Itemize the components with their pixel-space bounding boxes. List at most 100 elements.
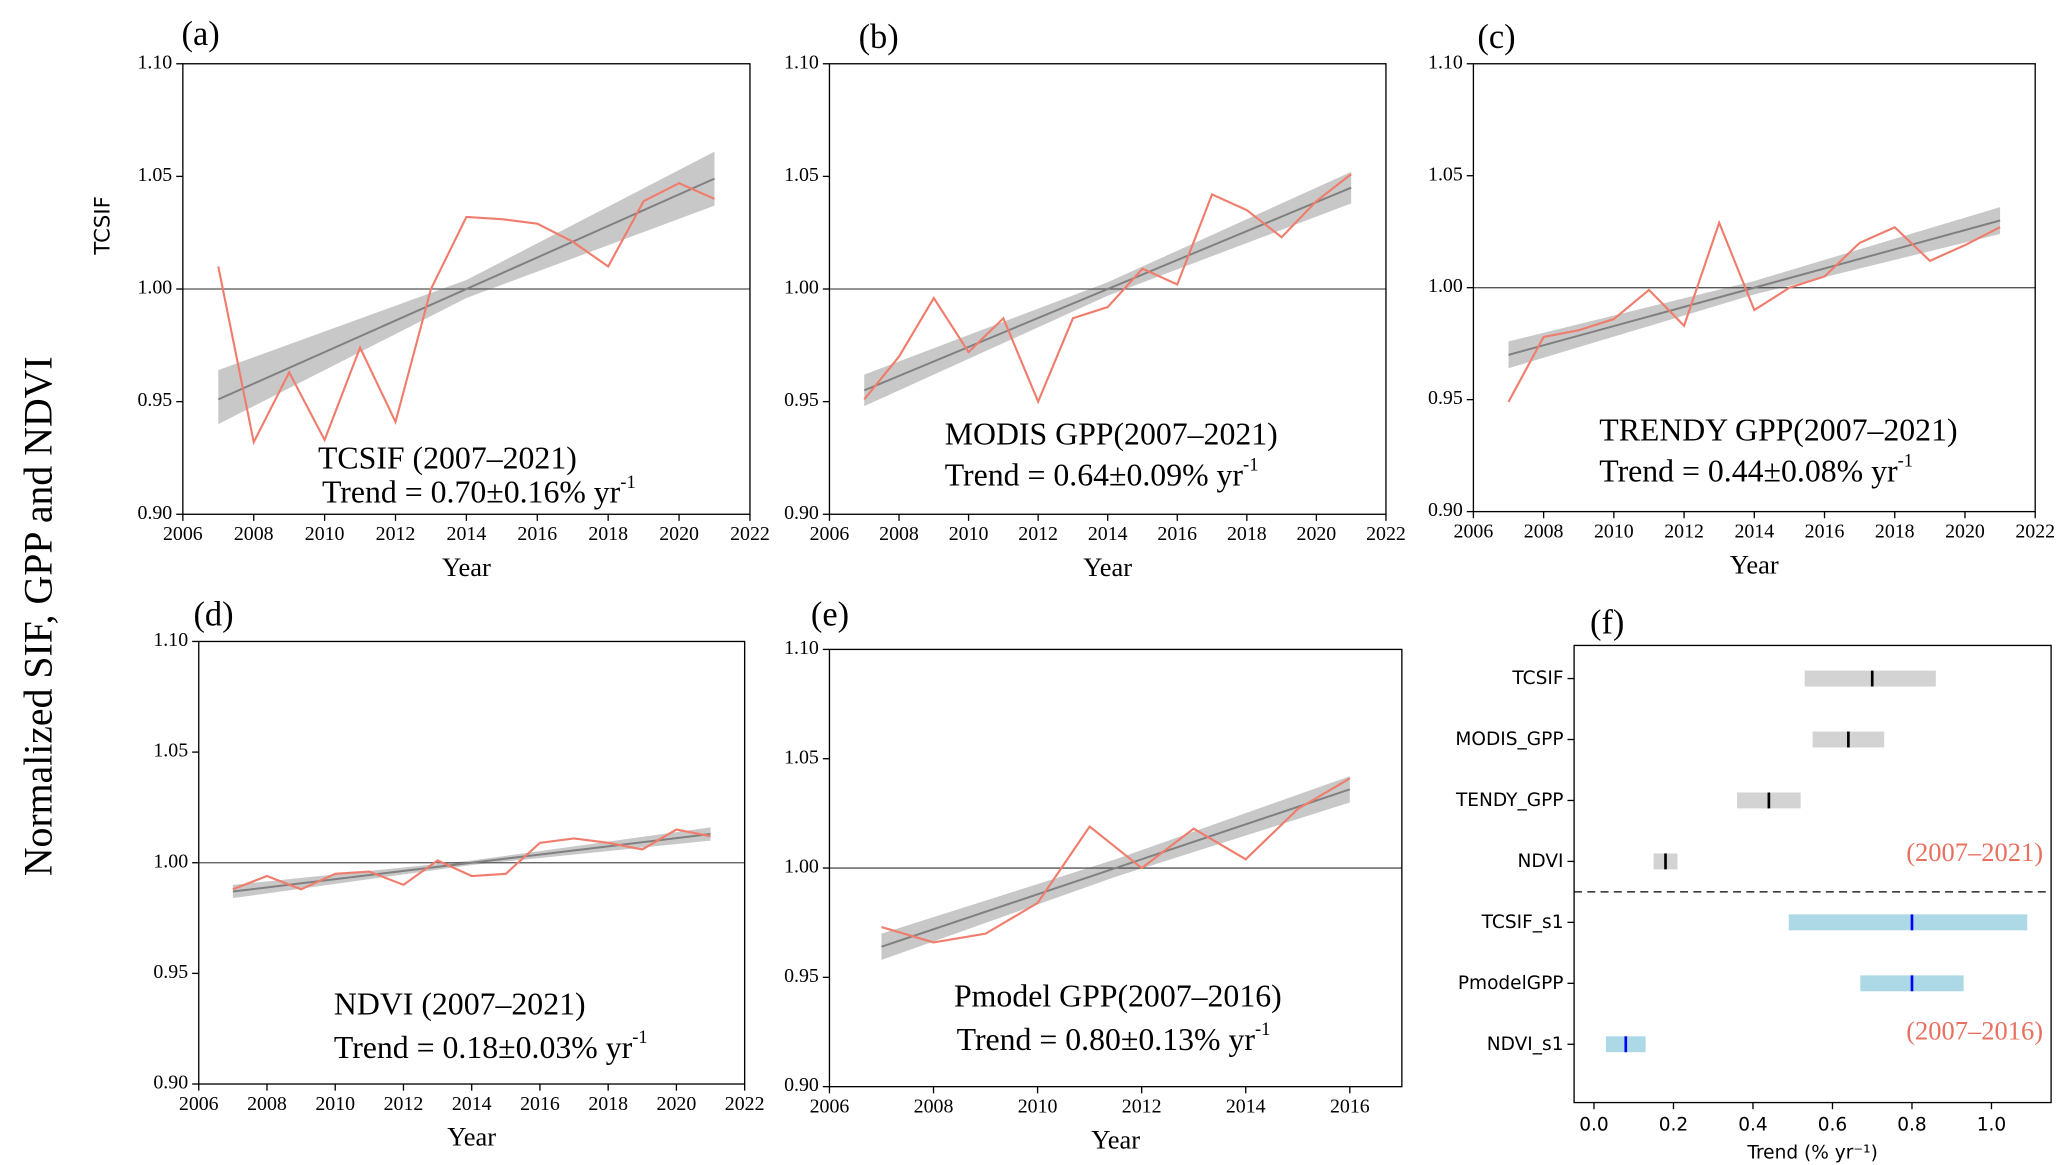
x-tick-label: 2016: [1330, 1095, 1370, 1117]
y-tick-label: 1.05: [1428, 163, 1463, 185]
annotation: TRENDY GPP(2007–2021): [1599, 413, 1957, 448]
x-tick-label: 2012: [384, 1093, 424, 1115]
x-tick-label: 2018: [588, 523, 628, 545]
data-line: [1507, 219, 2001, 403]
x-tick-label: 2018: [1227, 523, 1267, 545]
x-tick-label: 2012: [1018, 523, 1058, 545]
x-tick-label: 2010: [1594, 520, 1634, 542]
annotation-superscript: -1: [1243, 455, 1258, 476]
trend-line: [1508, 219, 2001, 356]
category-label: TCSIF_s1: [1481, 912, 1564, 933]
x-tick-label: 2010: [949, 523, 989, 545]
x-tick-label: 2016: [517, 523, 557, 545]
y-tick-label: 0.95: [153, 961, 188, 983]
annotation-text: Trend = 0.80±0.13% yr: [957, 1022, 1256, 1057]
y-tick-label: 1.05: [153, 740, 188, 762]
x-tick-label: 0.8: [1897, 1115, 1927, 1136]
panel: (f) TCSIF MODIS_GPP TENDY_GPP NDVI TCSIF_s1 (2…: [1455, 603, 2052, 1163]
y-tick-label: 1.05: [784, 164, 819, 186]
x-tick-label: 2014: [1226, 1095, 1266, 1117]
y-tick-label: 1.10: [137, 51, 172, 73]
annotation: Trend = 0.70±0.16% yr-1: [322, 472, 636, 510]
category-label: MODIS_GPP: [1455, 729, 1563, 750]
x-tick-label: 0.4: [1738, 1115, 1768, 1136]
x-tick-label: 2022: [730, 523, 770, 545]
category-label: PmodelGPP: [1458, 973, 1564, 994]
panel-label: (a): [182, 15, 220, 53]
x-tick-label: 2018: [1875, 520, 1915, 542]
x-tick-label: 2014: [1088, 523, 1128, 545]
x-tick-label: 2020: [1945, 520, 1985, 542]
x-tick-label: 2012: [1664, 520, 1704, 542]
panel-label: (b): [859, 18, 899, 56]
panel-label: (e): [811, 596, 849, 634]
annotation: Trend = 0.64±0.09% yr-1: [945, 455, 1259, 493]
x-tick-label: 2010: [305, 523, 345, 545]
y-tick-label: 0.95: [784, 965, 819, 987]
category-label: NDVI: [1517, 851, 1563, 872]
y-tick-label: 1.05: [137, 164, 172, 186]
data-line: [881, 777, 1351, 944]
y-tick-label: 1.00: [137, 277, 172, 299]
annotation: Trend = 0.44±0.08% yr-1: [1599, 451, 1913, 489]
y-tick-label: 1.00: [153, 850, 188, 872]
panel: (b) 0.90 0.95 1.00 1.05 1.10 2006 2008 2010 2012 2…: [784, 18, 1406, 582]
panel: (a) 0.90 0.95 1.00 1.05 1.10 2006 2008 2010 2012 2…: [89, 15, 769, 582]
x-tick-label: 2022: [1366, 523, 1406, 545]
panel-label: (d): [193, 596, 233, 634]
x-tick-label: 2020: [659, 523, 699, 545]
x-tick-label: 2006: [810, 1095, 850, 1117]
x-tick-label: 2016: [1157, 523, 1197, 545]
confidence-band: [218, 151, 715, 425]
trend-line: [863, 186, 1352, 392]
x-tick-label: 2006: [810, 523, 850, 545]
panel: (d) 0.90 0.95 1.00 1.05 1.10 2006 2008 2010 2012 2…: [153, 596, 764, 1152]
x-tick-label: 2014: [452, 1093, 492, 1115]
annotation-superscript: -1: [1255, 1019, 1270, 1040]
annotation: Trend = 0.18±0.03% yr-1: [334, 1027, 648, 1065]
annotation-superscript: -1: [620, 472, 635, 493]
period-annotation: (2007–2021): [1906, 837, 2043, 867]
y-tick-label: 0.90: [784, 502, 819, 524]
y-tick-label: 1.00: [1428, 275, 1463, 297]
figure-y-label: Normalized SIF, GPP and NDVI: [17, 356, 61, 876]
category-label: TENDY_GPP: [1455, 790, 1564, 811]
x-tick-label: 2020: [1297, 523, 1337, 545]
annotation: Trend = 0.80±0.13% yr-1: [957, 1019, 1271, 1057]
x-tick-label: 2012: [376, 523, 416, 545]
y-tick-label: 1.10: [153, 629, 188, 651]
x-axis-label: Year: [1730, 549, 1779, 579]
x-tick-label: 2012: [1122, 1095, 1162, 1117]
x-axis-label: Year: [1091, 1124, 1140, 1154]
category-label: TCSIF: [1511, 668, 1563, 689]
x-tick-label: 1.0: [1977, 1115, 2007, 1136]
annotation-text: Trend = 0.18±0.03% yr: [334, 1030, 633, 1065]
x-tick-label: 2008: [1524, 520, 1564, 542]
trend-line: [881, 788, 1351, 948]
annotation-text: Trend = 0.44±0.08% yr: [1599, 454, 1898, 489]
x-tick-label: 2006: [1454, 520, 1494, 542]
y-tick-label: 1.05: [784, 746, 819, 768]
annotation-superscript: -1: [1898, 451, 1913, 472]
x-tick-label: 2008: [879, 523, 919, 545]
x-tick-label: 2022: [2015, 520, 2055, 542]
annotation-superscript: -1: [632, 1027, 647, 1048]
range-bar: [1788, 914, 2028, 931]
x-tick-label: 2010: [315, 1093, 355, 1115]
x-axis-label: Trend (% yr⁻¹): [1746, 1142, 1877, 1163]
y-axis-label: TCSIF: [89, 196, 114, 255]
x-axis-label: Year: [442, 552, 491, 582]
data-line: [232, 828, 711, 891]
y-tick-label: 1.10: [784, 51, 819, 73]
x-tick-label: 2008: [247, 1093, 287, 1115]
x-tick-label: 0.6: [1818, 1115, 1848, 1136]
annotation: NDVI (2007–2021): [334, 986, 586, 1021]
annotation: TCSIF (2007–2021): [318, 441, 577, 476]
x-tick-label: 0.0: [1579, 1115, 1609, 1136]
x-tick-label: 2014: [1734, 520, 1774, 542]
period-annotation: (2007–2016): [1906, 1016, 2043, 1046]
y-tick-label: 0.90: [1428, 499, 1463, 521]
panel-label: (f): [1590, 603, 1624, 641]
x-tick-label: 2008: [914, 1095, 954, 1117]
